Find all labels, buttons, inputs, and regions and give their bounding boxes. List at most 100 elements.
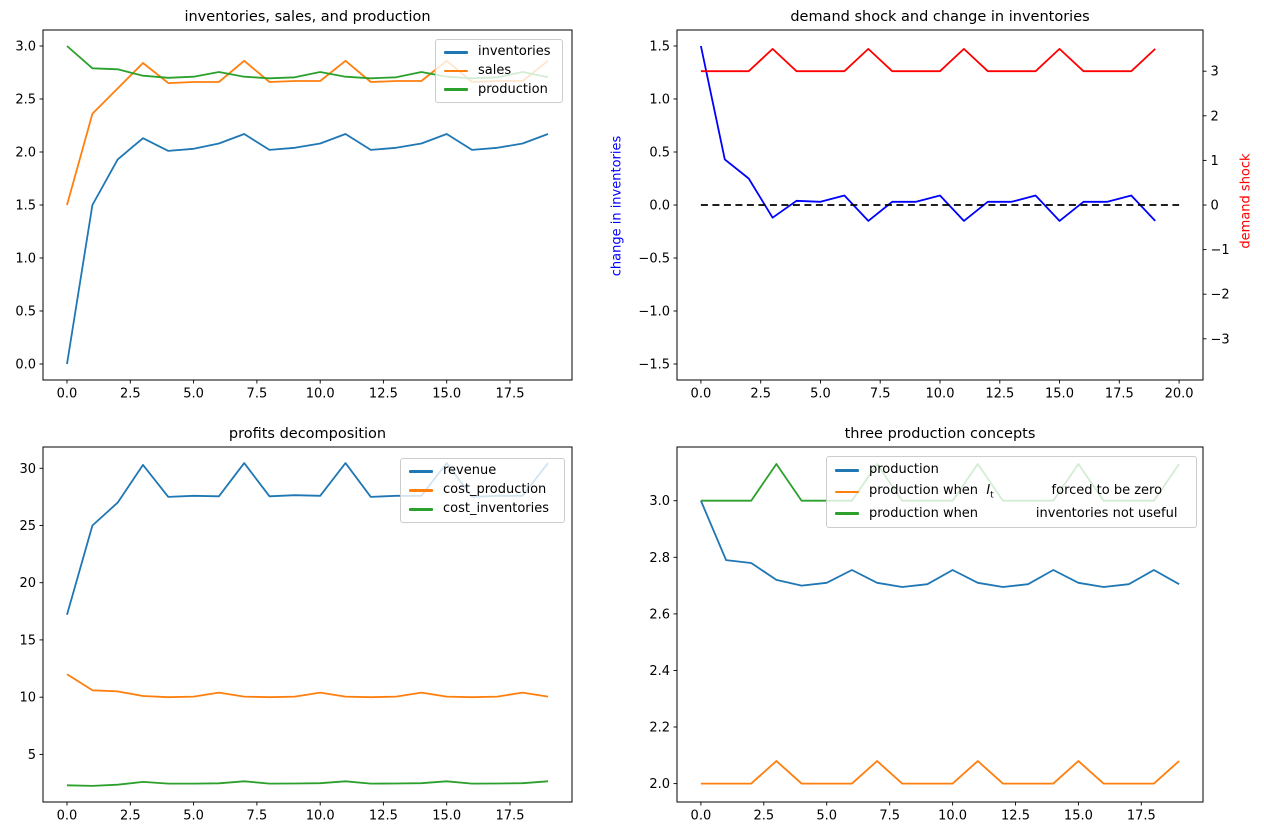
y-tick-label: 0.0 bbox=[15, 358, 36, 373]
y-right-tick-label: −1 bbox=[1211, 243, 1230, 258]
x-tick-label: 0.0 bbox=[57, 387, 78, 402]
x-tick-label: 0.0 bbox=[691, 809, 712, 824]
legend-box: production production when It forced to b… bbox=[826, 456, 1197, 528]
legend-sample-line bbox=[444, 51, 468, 54]
x-tick-label: 17.5 bbox=[496, 387, 525, 402]
subplot-title: demand shock and change in inventories bbox=[790, 9, 1089, 25]
x-tick-label: 7.5 bbox=[870, 387, 891, 402]
x-tick-label: 12.5 bbox=[369, 387, 398, 402]
x-tick-label: 5.0 bbox=[183, 809, 204, 824]
y-tick-label: 2.2 bbox=[649, 721, 670, 736]
y-tick-label: 5 bbox=[28, 748, 36, 763]
x-tick-label: 2.5 bbox=[120, 387, 141, 402]
x-tick-label: 15.0 bbox=[432, 387, 461, 402]
y-tick-label: 15 bbox=[19, 633, 36, 648]
y-tick-label: 2.5 bbox=[15, 93, 36, 108]
subplot-title: inventories, sales, and production bbox=[184, 9, 430, 25]
legend-box: revenue cost_production cost_inventories bbox=[400, 458, 565, 523]
axes-frame bbox=[42, 29, 573, 381]
legend-label-part: forced to be zero bbox=[993, 482, 1163, 498]
x-tick-label: 2.5 bbox=[750, 387, 771, 402]
subplot-inventories-sales-production: 0.0 2.5 5.0 7.5 10.0 12.5 15.0 17.5 0.0 0.5 1.0 1.5… bbox=[15, 9, 573, 402]
y-tick-label: 10 bbox=[19, 691, 36, 706]
y-axis-label-left: change in inventories bbox=[610, 136, 625, 277]
y-tick-label: 25 bbox=[19, 519, 36, 534]
legend-label: production bbox=[478, 81, 548, 97]
x-tick-label: 17.5 bbox=[1127, 809, 1156, 824]
x-tick-label: 20.0 bbox=[1165, 387, 1194, 402]
y-tick-label: 0.5 bbox=[15, 305, 36, 320]
legend-label: sales bbox=[478, 62, 512, 78]
legend-entry: sales bbox=[444, 63, 554, 79]
legend-box: inventories sales production bbox=[435, 39, 563, 103]
series-cost_production-line bbox=[66, 673, 549, 699]
series-demand-shock-line bbox=[700, 48, 1156, 73]
x-tick-label: 5.0 bbox=[183, 387, 204, 402]
legend-entry: production when It forced to be zero bbox=[835, 483, 1188, 502]
axes-frame bbox=[676, 29, 1204, 381]
subplot-title: profits decomposition bbox=[229, 426, 386, 442]
legend-sample-line bbox=[409, 489, 433, 492]
y-tick-label: 2.0 bbox=[15, 146, 36, 161]
legend-entry: cost_inventories bbox=[409, 501, 556, 517]
x-tick-label: 17.5 bbox=[1105, 387, 1134, 402]
legend-entry: production bbox=[835, 462, 1188, 478]
y-tick-label: 1.0 bbox=[15, 252, 36, 267]
x-tick-label: 15.0 bbox=[432, 809, 461, 824]
x-tick-label: 10.0 bbox=[306, 387, 335, 402]
legend-entry: inventories bbox=[444, 44, 554, 60]
x-tick-label: 12.5 bbox=[1001, 809, 1030, 824]
legend-label: inventories bbox=[478, 44, 551, 60]
y-axis-label-right: demand shock bbox=[1239, 153, 1254, 249]
y-tick-label: 3.0 bbox=[649, 494, 670, 509]
y-tick-label: 2.6 bbox=[649, 607, 670, 622]
legend-sample-line bbox=[835, 490, 859, 494]
y-tick-label: 20 bbox=[19, 576, 36, 591]
legend-entry: revenue bbox=[409, 463, 556, 479]
x-tick-label: 10.0 bbox=[938, 809, 967, 824]
x-tick-label: 5.0 bbox=[810, 387, 831, 402]
subplot-profits-decomposition: 0.0 2.5 5.0 7.5 10.0 12.5 15.0 17.5 5 10 15 20 25 30 p… bbox=[19, 426, 573, 824]
y-tick-label: 0.5 bbox=[649, 146, 670, 161]
y-tick-label: 2.8 bbox=[649, 551, 670, 566]
y-right-tick-label: 0 bbox=[1211, 199, 1219, 214]
series-production-line bbox=[700, 500, 1180, 588]
legend-entry: production bbox=[444, 82, 554, 98]
series-change-in-inventories-line bbox=[700, 45, 1156, 222]
y-tick-label: 3.0 bbox=[15, 40, 36, 55]
y-right-tick-label: −3 bbox=[1211, 332, 1230, 347]
legend-label: production when inventories not useful bbox=[869, 505, 1178, 521]
legend-entry: cost_production bbox=[409, 482, 556, 498]
legend-sample-line bbox=[835, 468, 859, 472]
legend-label-part: I bbox=[986, 482, 991, 498]
legend-label: cost_inventories bbox=[443, 501, 550, 517]
y-tick-label: −1.0 bbox=[638, 305, 670, 320]
y-tick-label: 1.5 bbox=[15, 199, 36, 214]
x-tick-label: 0.0 bbox=[57, 809, 78, 824]
y-tick-label: 2.4 bbox=[649, 664, 670, 679]
x-tick-label: 17.5 bbox=[496, 809, 525, 824]
y-tick-label: 0.0 bbox=[649, 199, 670, 214]
subplot-demand-shock-change-in-inventories: 0.0 2.5 5.0 7.5 10.0 12.5 15.0 17.5 20.01.51.00.… bbox=[610, 9, 1254, 402]
legend-sample-line bbox=[444, 69, 468, 73]
subplot-three-production-concepts: 0.0 2.5 5.0 7.5 10.0 12.5 15.0 17.5 2.0 2.2 2.4 2.6… bbox=[649, 426, 1204, 824]
y-tick-label: −0.5 bbox=[638, 252, 670, 267]
x-tick-label: 2.5 bbox=[753, 809, 774, 824]
y-tick-label: 30 bbox=[19, 462, 36, 477]
x-tick-label: 5.0 bbox=[816, 809, 837, 824]
legend-sample-line bbox=[409, 508, 433, 511]
y-right-tick-label: 3 bbox=[1211, 65, 1219, 80]
x-tick-label: 7.5 bbox=[879, 809, 900, 824]
x-tick-label: 15.0 bbox=[1045, 387, 1074, 402]
y-tick-label: 2.0 bbox=[649, 777, 670, 792]
series-production-when-It-forced-to-be-zero-line bbox=[700, 760, 1180, 785]
y-tick-label: 1.0 bbox=[649, 93, 670, 108]
legend-label: revenue bbox=[443, 463, 497, 479]
y-right-tick-label: 2 bbox=[1211, 109, 1219, 124]
x-tick-label: 15.0 bbox=[1064, 809, 1093, 824]
x-tick-label: 12.5 bbox=[985, 387, 1014, 402]
legend-label: production bbox=[869, 462, 939, 478]
legend-sample-line bbox=[444, 88, 468, 91]
